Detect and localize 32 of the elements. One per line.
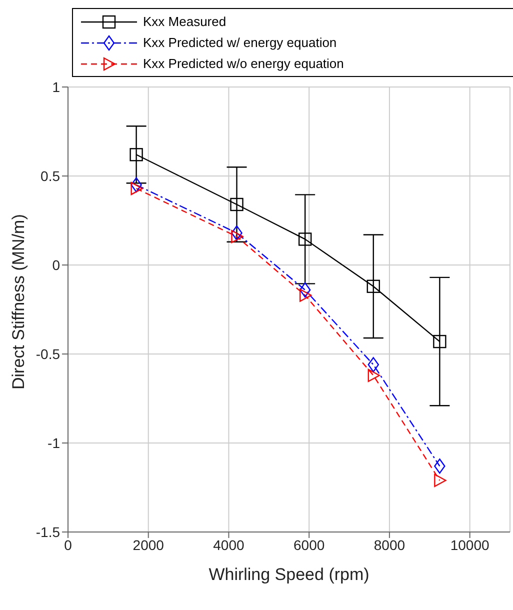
legend-label: Kxx Predicted w/ energy equation [143,35,337,50]
point [298,232,312,246]
x-axis-title: Whirling Speed (rpm) [208,565,370,584]
point [299,288,312,302]
y-tick-label: -1 [48,434,60,451]
x-tick-label: 6000 [294,536,325,553]
x-tick-label: 8000 [374,536,406,553]
x-tick-label: 2000 [132,536,164,553]
point [366,280,380,293]
point [231,230,244,244]
legend-label: Kxx Predicted w/o energy equation [143,56,344,71]
point [434,458,446,474]
point [368,368,380,382]
point [433,334,446,348]
y-tick-label: -1.5 [36,524,60,540]
point [130,148,143,162]
y-tick-label: 0 [52,256,60,273]
y-axis-title: Direct Stiffness (MN/m) [9,214,28,390]
point [368,357,379,372]
y-tick-label: 1 [52,78,60,95]
point [230,198,244,212]
y-tick-label: 0.5 [40,168,60,184]
point [130,177,142,192]
x-tick-label: 10000 [450,536,490,553]
x-tick-label: 0 [64,536,72,553]
y-tick-label: -0.5 [36,346,60,362]
point [130,182,143,196]
point [434,474,446,487]
point [231,225,242,241]
x-tick-label: 4000 [213,536,245,553]
point [299,282,311,298]
legend-label: Kxx Measured [143,14,226,29]
